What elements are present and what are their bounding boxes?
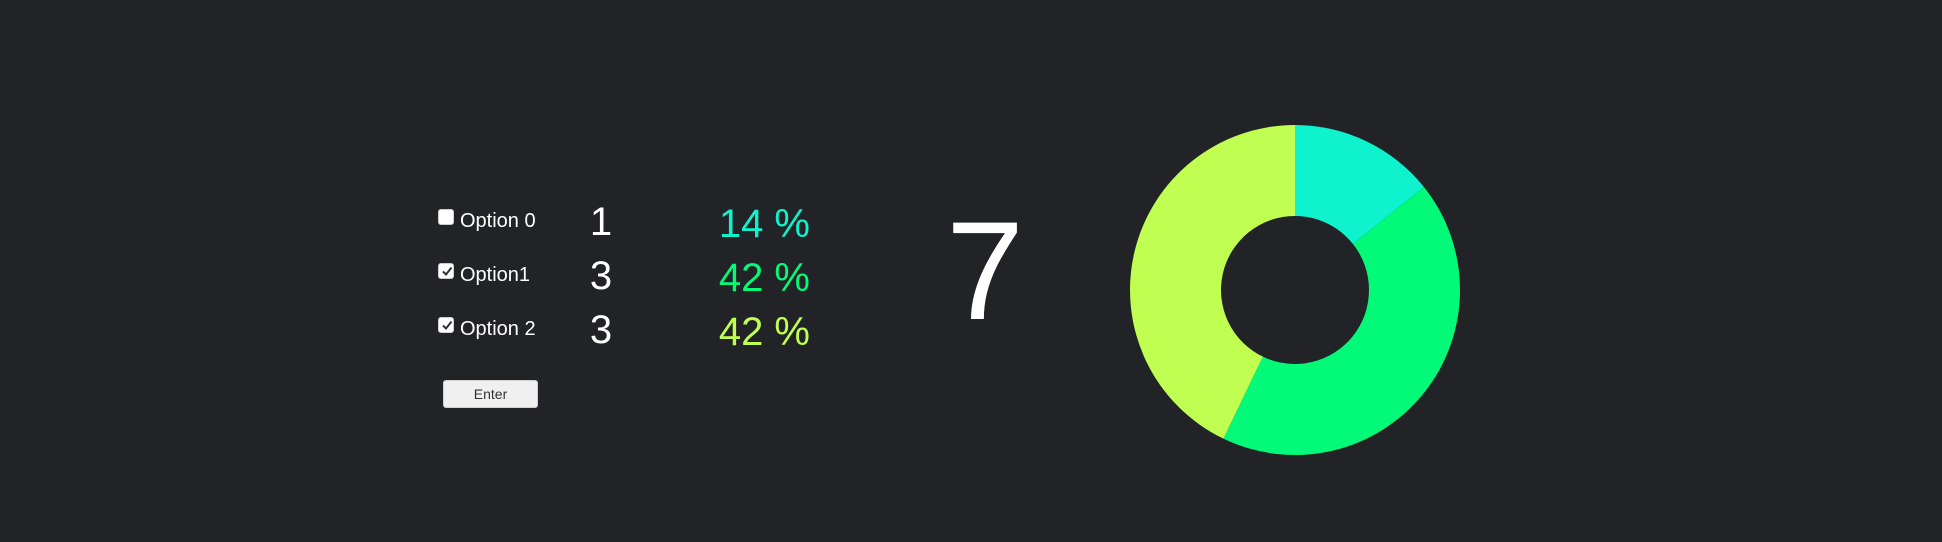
- donut-slice-0: [1295, 125, 1425, 244]
- option-2-checkbox[interactable]: [438, 317, 454, 333]
- option-0-count: 1: [589, 200, 613, 244]
- option-0-label[interactable]: Option 0: [460, 210, 536, 232]
- option-row-0: Option 0 1 14 %: [438, 200, 838, 246]
- option-1-percent: 42 %: [718, 256, 810, 300]
- option-1-label[interactable]: Option1: [460, 264, 531, 286]
- option-2-count: 3: [589, 308, 613, 352]
- option-2-label[interactable]: Option 2: [460, 318, 536, 340]
- donut-slice-1: [1223, 187, 1460, 455]
- option-1-count: 3: [589, 254, 613, 298]
- option-2-percent: 42 %: [718, 310, 810, 354]
- option-row-1: Option1 3 42 %: [438, 254, 838, 300]
- enter-button[interactable]: Enter: [443, 380, 538, 408]
- option-row-2: Option 2 3 42 %: [438, 308, 838, 354]
- donut-slice-2: [1130, 125, 1295, 439]
- option-1-checkbox[interactable]: [438, 263, 454, 279]
- checkmark-icon: [442, 320, 453, 331]
- total-count: 7: [946, 192, 1024, 349]
- option-0-checkbox[interactable]: [438, 209, 454, 225]
- option-0-percent: 14 %: [718, 202, 810, 246]
- donut-chart: [1130, 125, 1460, 455]
- checkmark-icon: [442, 266, 453, 277]
